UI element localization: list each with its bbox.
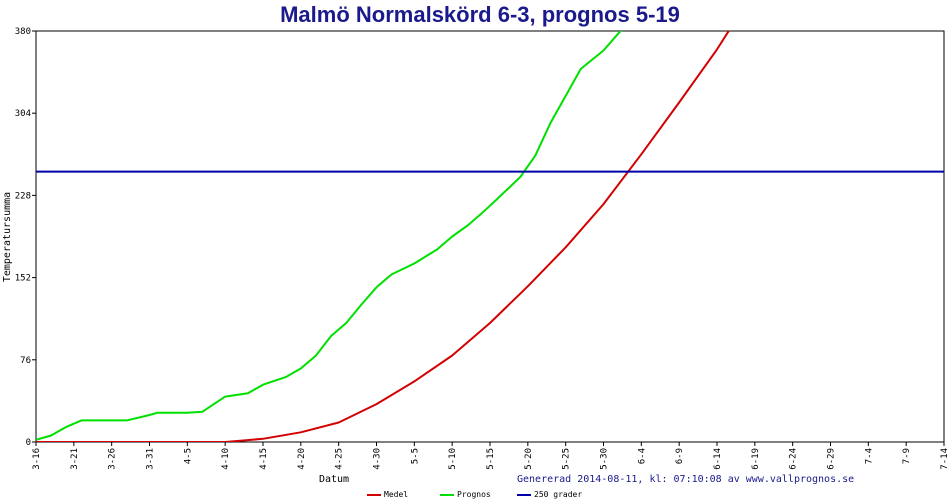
- x-tick-label: 4-30: [373, 448, 383, 470]
- y-tick-label: 152: [15, 274, 31, 284]
- x-tick-label: 5-20: [524, 448, 534, 470]
- y-tick-label: 304: [15, 109, 31, 119]
- x-tick-label: 3-26: [108, 448, 118, 470]
- x-tick-label: 7-14: [940, 448, 950, 470]
- chart-title: Malmö Normalskörd 6-3, prognos 5-19: [280, 2, 680, 27]
- y-tick-label: 76: [20, 356, 31, 366]
- x-axis-label: Datum: [319, 474, 349, 485]
- legend-prognos-label: Prognos: [457, 490, 491, 499]
- x-tick-label: 5-10: [448, 448, 458, 470]
- generated-footer: Genererad 2014-08-11, kl: 07:10:08 av ww…: [517, 474, 854, 485]
- y-tick-label: 380: [15, 27, 31, 37]
- x-tick-label: 6-19: [751, 448, 761, 470]
- y-tick-label: 0: [26, 438, 31, 448]
- x-tick-label: 6-4: [637, 448, 647, 464]
- x-tick-label: 6-9: [675, 448, 685, 464]
- x-tick-label: 5-15: [486, 448, 496, 470]
- legend-medel-label: Medel: [384, 490, 408, 499]
- legend: Medel Prognos 250 grader: [367, 490, 582, 499]
- x-tick-label: 4-25: [335, 448, 345, 470]
- x-tick-label: 7-9: [902, 448, 912, 464]
- x-axis-ticks: 3-16 3-21 3-26 3-31 4-5 4-10 4-15 4-20 4-25 4-30 5…: [32, 442, 950, 470]
- series-layer: [36, 31, 944, 442]
- x-tick-label: 4-20: [297, 448, 307, 470]
- x-tick-label: 5-25: [562, 448, 572, 470]
- x-tick-label: 5-30: [600, 448, 610, 470]
- x-tick-label: 3-21: [70, 448, 80, 470]
- x-tick-label: 3-31: [146, 448, 156, 470]
- series-line-1: [36, 31, 623, 441]
- x-tick-label: 4-15: [259, 448, 269, 470]
- y-axis-label: Temperatursumma: [2, 192, 13, 282]
- x-tick-label: 3-16: [32, 448, 42, 470]
- y-tick-label: 228: [15, 191, 31, 201]
- x-tick-label: 4-5: [183, 448, 193, 464]
- x-tick-label: 6-24: [789, 448, 799, 470]
- x-tick-label: 6-29: [827, 448, 837, 470]
- legend-threshold-label: 250 grader: [534, 490, 582, 499]
- x-tick-label: 5-5: [410, 448, 420, 464]
- series-line-0: [36, 31, 730, 442]
- x-tick-label: 4-10: [221, 448, 231, 470]
- y-axis-ticks: 0 76 152 228 304 380: [15, 27, 36, 448]
- x-tick-label: 7-4: [864, 448, 874, 464]
- x-tick-label: 6-14: [713, 448, 723, 470]
